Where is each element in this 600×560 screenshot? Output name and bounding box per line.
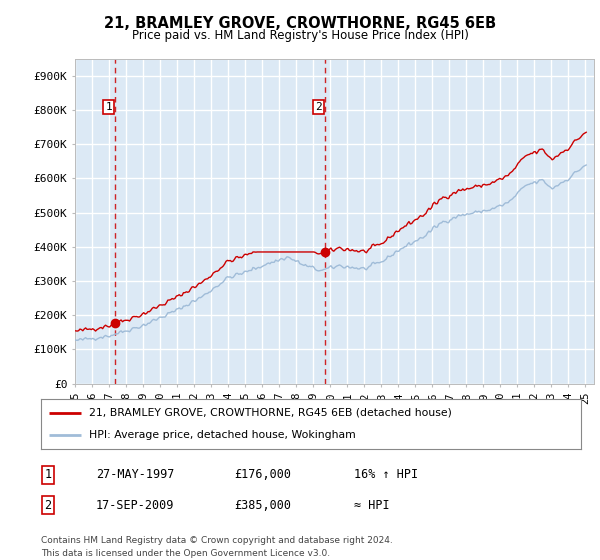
Text: 21, BRAMLEY GROVE, CROWTHORNE, RG45 6EB (detached house): 21, BRAMLEY GROVE, CROWTHORNE, RG45 6EB … [89, 408, 452, 418]
Text: 2: 2 [44, 498, 52, 512]
Text: 1: 1 [106, 102, 112, 111]
Text: £385,000: £385,000 [234, 498, 291, 512]
Text: 27-MAY-1997: 27-MAY-1997 [96, 468, 175, 482]
Text: 1: 1 [44, 468, 52, 482]
Text: 17-SEP-2009: 17-SEP-2009 [96, 498, 175, 512]
Text: Price paid vs. HM Land Registry's House Price Index (HPI): Price paid vs. HM Land Registry's House … [131, 29, 469, 42]
Text: Contains HM Land Registry data © Crown copyright and database right 2024.
This d: Contains HM Land Registry data © Crown c… [41, 536, 392, 558]
Text: 16% ↑ HPI: 16% ↑ HPI [354, 468, 418, 482]
Text: 2: 2 [315, 102, 322, 111]
Text: £176,000: £176,000 [234, 468, 291, 482]
Text: 21, BRAMLEY GROVE, CROWTHORNE, RG45 6EB: 21, BRAMLEY GROVE, CROWTHORNE, RG45 6EB [104, 16, 496, 31]
Text: HPI: Average price, detached house, Wokingham: HPI: Average price, detached house, Woki… [89, 430, 356, 440]
Text: ≈ HPI: ≈ HPI [354, 498, 389, 512]
